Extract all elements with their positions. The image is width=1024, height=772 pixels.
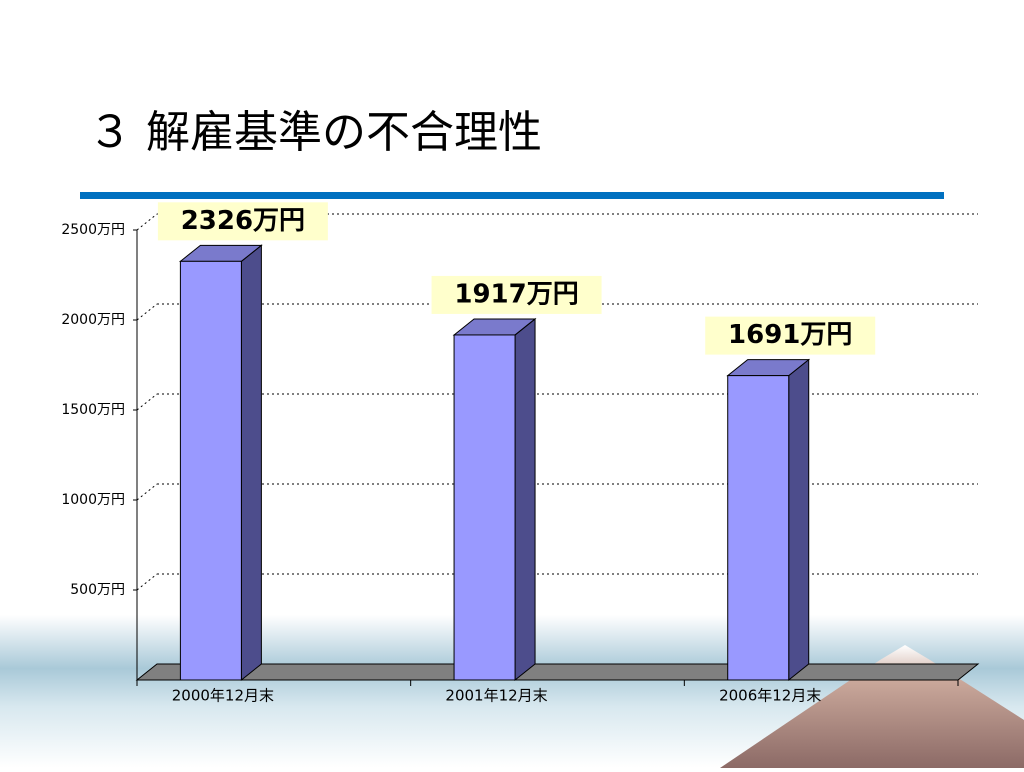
grid-line [136,213,158,231]
y-tick-label: 1500万円 [61,402,125,418]
y-tick-label: 1000万円 [61,492,125,508]
bar [178,244,263,682]
bar-front [179,260,242,681]
bar-side [240,244,262,682]
floor [135,663,980,681]
grid-line [136,483,158,501]
x-tick-label: 2000年12月末 [172,687,274,705]
slide-title: ３ 解雇基準の不合理性 [88,107,542,158]
y-tick-label: 500万円 [70,582,125,598]
bar [726,358,811,682]
bar [452,317,537,682]
plot: 500万円 1000万円 1500万円 2000万円 2500万円 2000年12月末 23… [61,202,980,705]
bar-side [514,317,536,682]
value-label: 2326万円 [181,206,305,236]
value-label-bg [431,275,602,314]
y-tick-label: 2000万円 [61,312,125,328]
y-tick-label: 2500万円 [61,222,125,238]
bar-side [788,358,810,682]
x-tick-label: 2006年12月末 [719,687,821,705]
x-tick-label: 2001年12月末 [445,687,547,705]
bar-front [453,334,516,681]
value-label: 1917万円 [454,279,578,309]
value-label-bg [157,202,328,241]
grid-line [136,573,158,591]
bar-front [727,375,790,681]
title-rule [80,192,944,199]
value-label: 1691万円 [728,320,852,350]
value-label-bg [705,316,876,355]
grid-line [136,393,158,411]
grid-line [136,303,158,321]
